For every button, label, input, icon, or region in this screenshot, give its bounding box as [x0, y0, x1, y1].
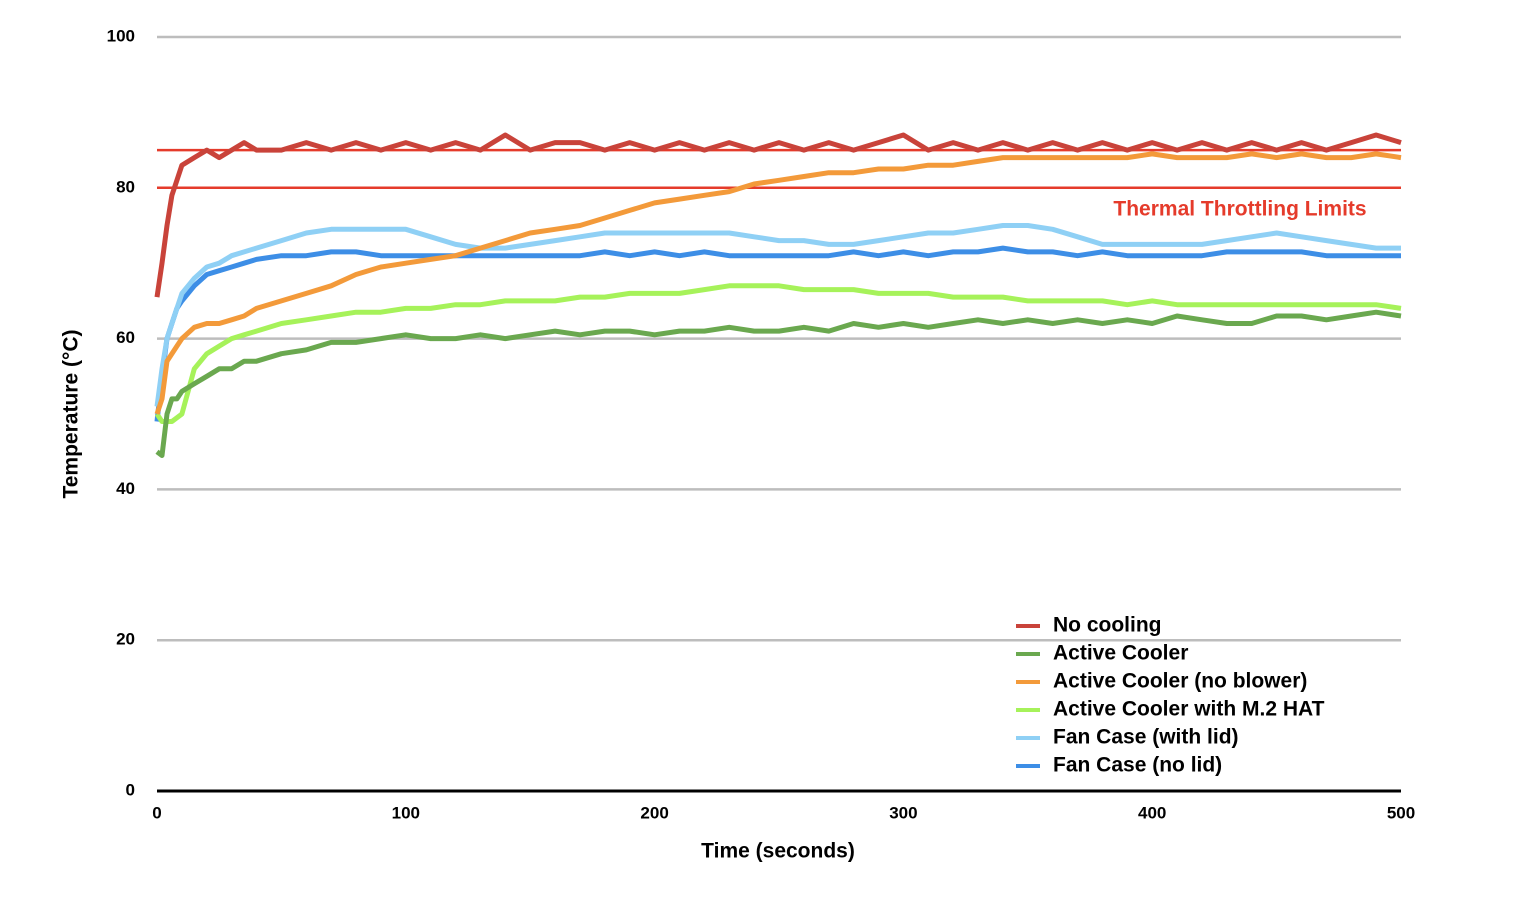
series-line: [154, 151, 1402, 415]
x-tick-label: 200: [640, 803, 668, 822]
x-tick-label: 0: [152, 803, 161, 822]
legend-label: Active Cooler: [1053, 642, 1188, 665]
x-axis-title: Time (seconds): [701, 840, 855, 863]
annotation: Thermal Throttling Limits: [1113, 198, 1366, 221]
legend-label: Fan Case (with lid): [1053, 726, 1239, 749]
series-line: [154, 245, 1401, 422]
series-line: [154, 132, 1402, 298]
legend-label: Active Cooler with M.2 HAT: [1053, 698, 1325, 721]
legend-label: No cooling: [1053, 614, 1162, 637]
x-tick-label: 100: [392, 803, 420, 822]
y-tick-label: 20: [116, 630, 135, 649]
x-tick-label: 400: [1138, 803, 1166, 822]
y-tick-label: 100: [107, 26, 135, 45]
y-tick-label: 60: [116, 328, 135, 347]
x-tick-label: 500: [1387, 803, 1415, 822]
y-tick-label: 40: [116, 479, 135, 498]
legend: No cooling Active Cooler Active Cooler (no…: [1016, 614, 1325, 777]
series-line: [154, 283, 1402, 424]
series-line: [155, 309, 1402, 458]
series-line: [154, 223, 1401, 407]
x-tick-label: 300: [889, 803, 917, 822]
y-tick-label: 80: [116, 177, 135, 196]
legend-label: Fan Case (no lid): [1053, 754, 1222, 777]
legend-label: Active Cooler (no blower): [1053, 670, 1307, 693]
y-tick-label: 0: [126, 780, 135, 799]
y-axis-title: Temperature (°C): [60, 329, 83, 498]
